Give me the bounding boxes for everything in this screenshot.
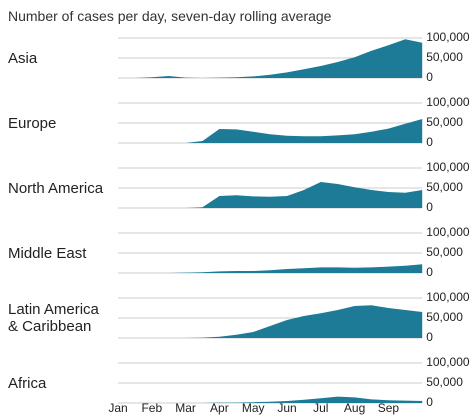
area xyxy=(118,396,423,403)
x-tick-label: Jul xyxy=(313,401,328,415)
panel-title: Asia xyxy=(8,49,38,67)
y-tick-label: 100,000 xyxy=(426,160,470,174)
x-tick-label: Sep xyxy=(378,401,400,415)
area xyxy=(118,264,423,273)
x-tick-label: Jun xyxy=(277,401,296,415)
y-tick-label: 100,000 xyxy=(426,30,470,44)
area xyxy=(118,119,423,143)
x-tick-label: Feb xyxy=(141,401,162,415)
x-tick-label: Aug xyxy=(344,401,365,415)
y-tick-label: 100,000 xyxy=(426,225,470,239)
x-tick-label: Mar xyxy=(175,401,196,415)
area xyxy=(118,182,423,208)
y-tick-label: 0 xyxy=(426,135,433,149)
y-tick-label: 0 xyxy=(426,70,433,84)
panel-title: Middle East xyxy=(8,244,87,262)
x-tick-label: May xyxy=(242,401,265,415)
y-tick-label: 50,000 xyxy=(426,245,463,259)
y-tick-label: 50,000 xyxy=(426,375,463,389)
panel-title: North America xyxy=(8,179,104,197)
panel-title: Africa xyxy=(8,374,47,392)
x-tick-label: Jan xyxy=(108,401,127,415)
y-tick-label: 0 xyxy=(426,265,433,279)
y-tick-label: 50,000 xyxy=(426,50,463,64)
y-tick-label: 0 xyxy=(426,395,433,409)
chart-subtitle: Number of cases per day, seven-day rolli… xyxy=(8,8,332,24)
y-tick-label: 0 xyxy=(426,330,433,344)
x-tick-label: Apr xyxy=(210,401,229,415)
area xyxy=(118,39,423,78)
panel-title: Latin America & Caribbean xyxy=(8,301,99,335)
y-tick-label: 100,000 xyxy=(426,95,470,109)
y-tick-label: 50,000 xyxy=(426,310,463,324)
panel-title: Europe xyxy=(8,114,57,132)
y-tick-label: 100,000 xyxy=(426,355,470,369)
y-tick-label: 0 xyxy=(426,200,433,214)
y-tick-label: 50,000 xyxy=(426,115,463,129)
area xyxy=(118,305,423,338)
y-tick-label: 100,000 xyxy=(426,290,470,304)
y-tick-label: 50,000 xyxy=(426,180,463,194)
